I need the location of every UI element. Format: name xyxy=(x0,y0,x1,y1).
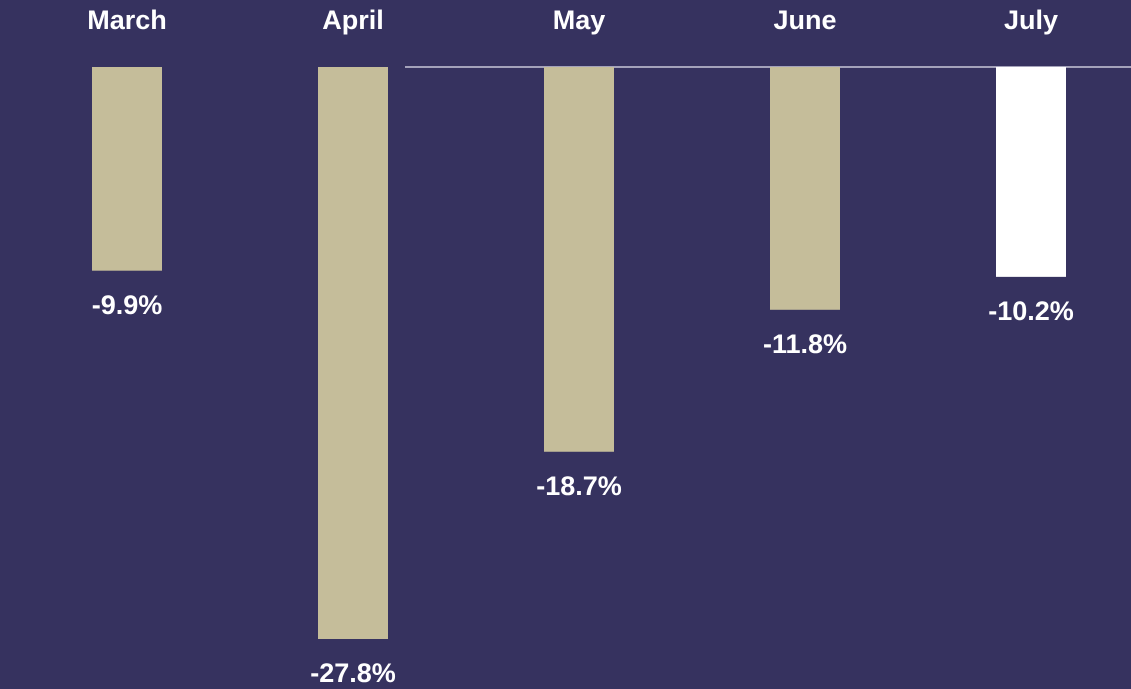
bar xyxy=(770,67,840,310)
value-label: -18.7% xyxy=(536,471,622,501)
bar xyxy=(92,67,162,271)
bar xyxy=(318,67,388,639)
category-label: March xyxy=(87,5,167,35)
category-label: April xyxy=(322,5,384,35)
bar xyxy=(996,67,1066,277)
value-label: -27.8% xyxy=(310,658,396,688)
category-label: July xyxy=(1004,5,1058,35)
category-label: May xyxy=(553,5,606,35)
value-label: -11.8% xyxy=(763,329,847,359)
value-label: -10.2% xyxy=(988,296,1074,326)
value-label: -9.9% xyxy=(92,290,163,320)
category-label: June xyxy=(773,5,836,35)
bar xyxy=(544,67,614,452)
